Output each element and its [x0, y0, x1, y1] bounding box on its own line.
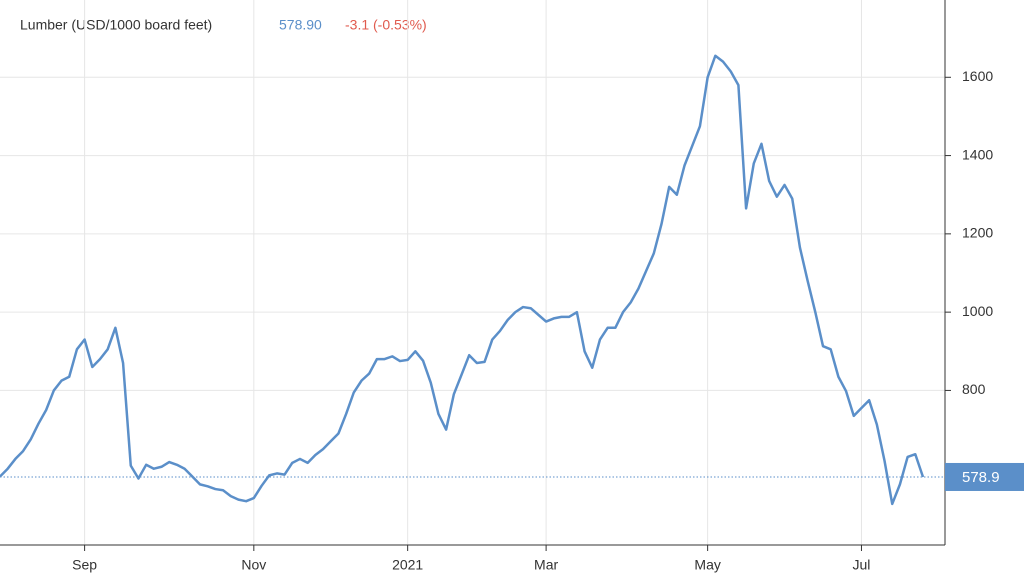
y-tick-label: 1200 — [962, 225, 993, 241]
last-price-tag — [945, 462, 1024, 491]
change-label: -3.1 (-0.53%) — [345, 17, 427, 33]
x-tick-label: Jul — [853, 557, 871, 573]
x-tick-label: Mar — [534, 557, 558, 573]
y-tick-label: 1400 — [962, 146, 993, 162]
y-tick-label: 1600 — [962, 68, 993, 84]
x-tick-label: May — [694, 557, 720, 573]
last-price-label: 578.9 — [962, 469, 1000, 486]
price-label: 578.90 — [279, 17, 322, 33]
y-tick-label: 800 — [962, 381, 986, 397]
chart-title: Lumber (USD/1000 board feet) — [20, 17, 212, 33]
x-tick-label: Nov — [241, 557, 266, 573]
x-tick-label: 2021 — [392, 557, 423, 573]
price-line — [0, 54, 925, 506]
x-tick-label: Sep — [72, 557, 97, 573]
y-tick-label: 1000 — [962, 303, 993, 319]
